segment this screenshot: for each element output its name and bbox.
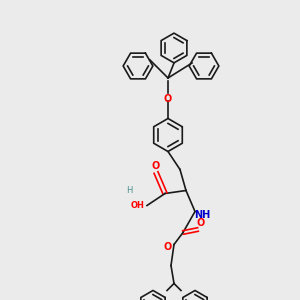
Text: O: O <box>164 94 172 104</box>
Text: OH: OH <box>131 201 145 210</box>
Text: H: H <box>126 186 132 195</box>
Text: O: O <box>197 218 205 229</box>
Text: NH: NH <box>194 209 211 220</box>
Text: O: O <box>152 161 160 172</box>
Text: O: O <box>164 242 172 253</box>
